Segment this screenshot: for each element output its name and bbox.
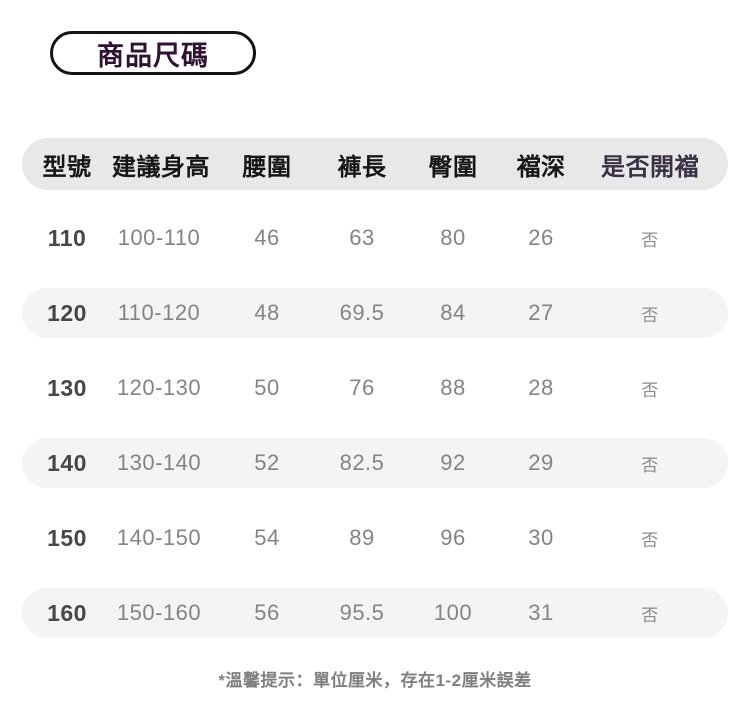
cell: 80: [440, 225, 466, 250]
cell: 120: [47, 299, 87, 326]
cell: 26: [528, 225, 554, 250]
cell: 88: [440, 375, 466, 400]
cell: 29: [528, 450, 554, 475]
cell: 150: [47, 524, 87, 551]
cell: 54: [254, 525, 280, 550]
cell: 30: [528, 525, 554, 550]
size-chart-title: 商品尺碼: [97, 40, 209, 71]
cell: 否: [641, 305, 659, 325]
size-table: 型號 建議身高 腰圍 褲長 臀圍 襠深 是否開襠 110 100-110 46 63 80 26 否 12…: [22, 138, 728, 638]
cell: 100-110: [117, 225, 201, 250]
size-chart-title-badge: 商品尺碼: [50, 31, 256, 75]
table-row: 140 130-140 52 82.5 92 29 否: [22, 438, 728, 488]
cell: 76: [349, 375, 375, 400]
table-row: 150 140-150 54 89 96 30 否: [22, 513, 728, 563]
cell: 否: [641, 230, 659, 250]
cell: 52: [254, 450, 280, 475]
cell: 46: [254, 225, 280, 250]
cell: 48: [254, 300, 280, 325]
cell: 160: [47, 599, 87, 626]
cell: 63: [349, 225, 375, 250]
cell: 110-120: [117, 300, 201, 325]
cell: 69.5: [339, 300, 385, 325]
cell: 56: [254, 600, 280, 625]
cell: 150-160: [116, 600, 202, 625]
cell: 130: [47, 374, 87, 401]
cell: 31: [528, 600, 554, 625]
cell: 50: [254, 375, 280, 400]
cell: 140: [47, 449, 87, 476]
cell: 100: [433, 600, 473, 625]
header-cell-2: 腰圍: [242, 153, 292, 181]
table-header-row: 型號 建議身高 腰圍 褲長 臀圍 襠深 是否開襠: [22, 138, 728, 190]
cell: 140-150: [116, 525, 202, 550]
cell: 否: [641, 380, 659, 400]
cell: 95.5: [339, 600, 385, 625]
header-cell-1: 建議身高: [112, 153, 210, 181]
header-cell-4: 臀圍: [428, 153, 478, 181]
cell: 否: [641, 455, 659, 475]
footer-note: *溫馨提示：單位厘米，存在1-2厘米誤差: [218, 671, 532, 690]
header-cell-3: 褲長: [337, 153, 387, 181]
cell: 110: [47, 224, 87, 251]
header-cell-6: 是否開襠: [601, 153, 699, 181]
table-row: 110 100-110 46 63 80 26 否: [22, 213, 728, 263]
cell: 92: [440, 450, 466, 475]
cell: 82.5: [339, 450, 385, 475]
cell: 否: [641, 605, 659, 625]
cell: 27: [528, 300, 554, 325]
cell: 否: [641, 530, 659, 550]
cell: 89: [349, 525, 375, 550]
table-row: 160 150-160 56 95.5 100 31 否: [22, 588, 728, 638]
header-cell-0: 型號: [42, 153, 92, 181]
cell: 84: [440, 300, 466, 325]
table-row: 130 120-130 50 76 88 28 否: [22, 363, 728, 413]
cell: 130-140: [116, 450, 202, 475]
cell: 28: [528, 375, 554, 400]
cell: 120-130: [116, 375, 202, 400]
cell: 96: [440, 525, 466, 550]
header-cell-5: 襠深: [516, 153, 566, 181]
table-row: 120 110-120 48 69.5 84 27 否: [22, 288, 728, 338]
